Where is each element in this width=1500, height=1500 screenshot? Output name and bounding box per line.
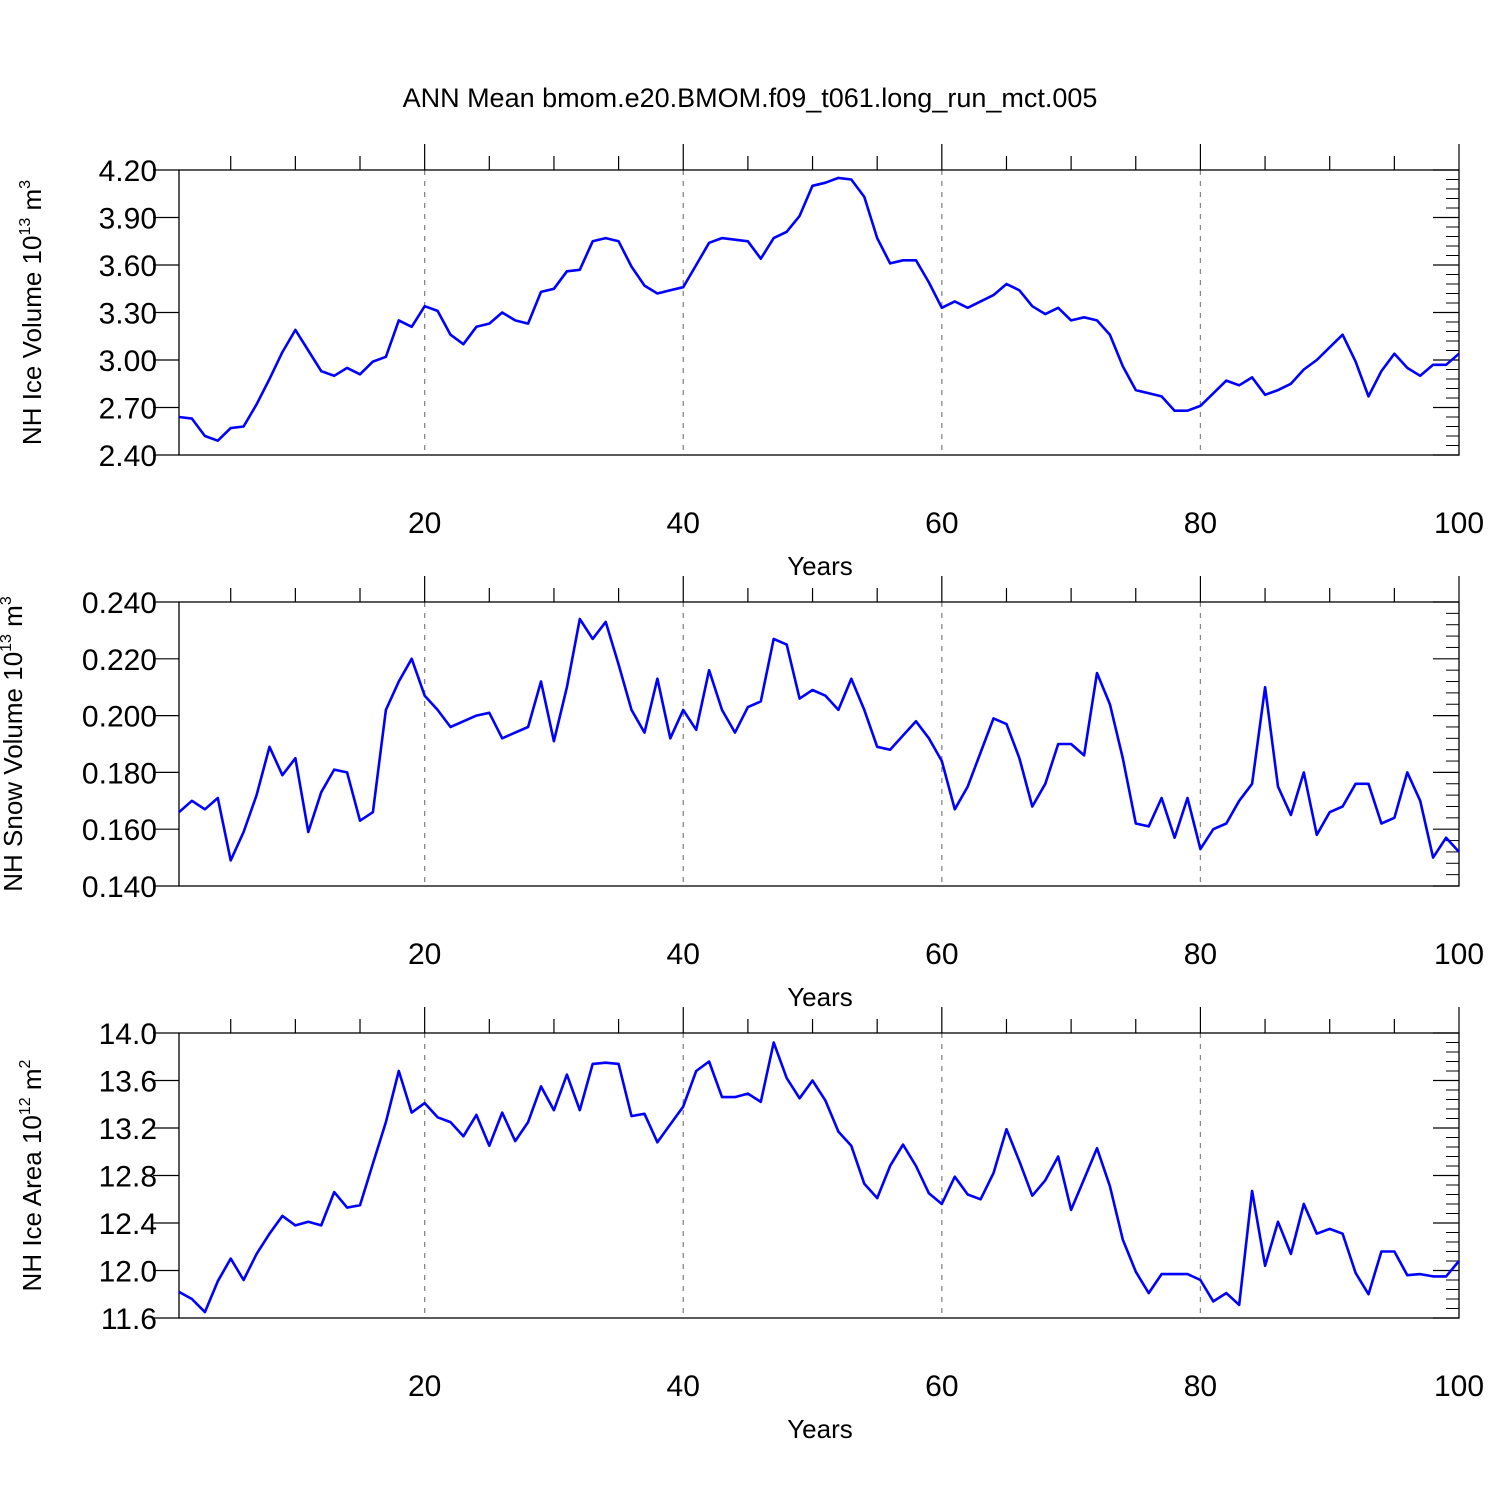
x-axis-label: Years xyxy=(787,1414,853,1444)
x-tick-label: 20 xyxy=(408,1370,441,1403)
figure-title: ANN Mean bmom.e20.BMOM.f09_t061.long_run… xyxy=(403,83,1098,113)
y-tick-label: 13.6 xyxy=(99,1066,157,1099)
y-tick-label: 0.140 xyxy=(82,871,157,904)
y-tick-label: 12.8 xyxy=(99,1161,157,1194)
x-tick-label: 100 xyxy=(1434,1370,1484,1403)
y-tick-label: 0.220 xyxy=(82,644,157,677)
chart-panel-2: 0.140 0.160 0.180 0.200 0.220 0.240 20 40 60 80 10… xyxy=(0,576,1484,1012)
y-axis-label: NH Ice Area 1012 m2 xyxy=(17,1059,47,1291)
y-tick-label: 13.2 xyxy=(99,1113,157,1146)
x-tick-label: 20 xyxy=(408,938,441,971)
x-tick-label: 40 xyxy=(667,507,700,540)
y-tick-label: 14.0 xyxy=(99,1018,157,1051)
x-tick-label: 60 xyxy=(925,507,958,540)
x-tick-label: 40 xyxy=(667,1370,700,1403)
y-tick-label: 2.40 xyxy=(99,440,157,473)
x-axis-label: Years xyxy=(787,982,853,1012)
y-tick-label: 0.240 xyxy=(82,587,157,620)
y-tick-label: 0.200 xyxy=(82,701,157,734)
y-tick-label: 2.70 xyxy=(99,393,157,426)
y-tick-label: 12.0 xyxy=(99,1256,157,1289)
y-tick-label: 0.160 xyxy=(82,814,157,847)
x-tick-label: 80 xyxy=(1184,1370,1217,1403)
x-tick-label: 20 xyxy=(408,507,441,540)
x-tick-label: 60 xyxy=(925,938,958,971)
x-axis-label: Years xyxy=(787,551,853,581)
panels: 2.40 2.70 3.00 3.30 3.60 3.90 4.20 20 40 60 80 100 Y… xyxy=(0,144,1484,1444)
y-axis-label: NH Snow Volume 1013 m3 xyxy=(0,596,28,892)
chart-panel-1: 2.40 2.70 3.00 3.30 3.60 3.90 4.20 20 40 60 80 100 Y… xyxy=(17,144,1484,581)
x-tick-label: 100 xyxy=(1434,507,1484,540)
x-tick-label: 80 xyxy=(1184,507,1217,540)
plot-frame xyxy=(178,169,1460,456)
y-tick-label: 3.60 xyxy=(99,250,157,283)
y-tick-label: 11.6 xyxy=(101,1303,157,1336)
series-line xyxy=(178,1041,1460,1314)
series-line xyxy=(178,176,1460,443)
x-tick-label: 60 xyxy=(925,1370,958,1403)
chart-panel-3: 11.6 12.0 12.4 12.8 13.2 13.6 14.0 20 40 60 80 100 Y… xyxy=(17,1007,1484,1444)
plot-frame xyxy=(178,1032,1460,1319)
x-tick-label: 80 xyxy=(1184,938,1217,971)
series-line xyxy=(178,617,1460,862)
y-tick-label: 3.00 xyxy=(99,345,157,378)
y-tick-label: 0.180 xyxy=(82,757,157,790)
y-tick-label: 12.4 xyxy=(99,1208,157,1241)
y-tick-label: 3.90 xyxy=(99,203,157,236)
y-axis-label: NH Ice Volume 1013 m3 xyxy=(17,180,47,445)
x-tick-label: 40 xyxy=(667,938,700,971)
plot-frame xyxy=(178,601,1460,887)
y-tick-label: 4.20 xyxy=(99,155,157,188)
x-tick-label: 100 xyxy=(1434,938,1484,971)
y-tick-label: 3.30 xyxy=(99,298,157,331)
